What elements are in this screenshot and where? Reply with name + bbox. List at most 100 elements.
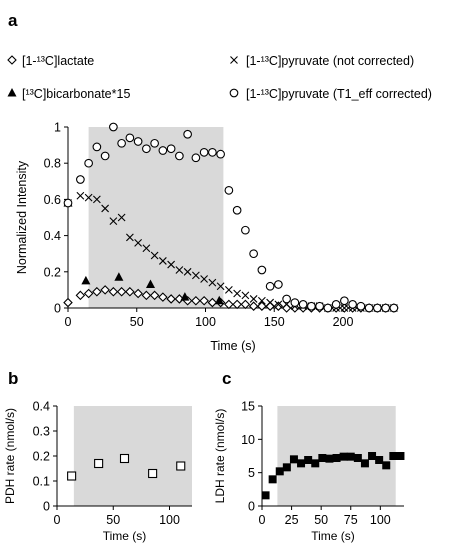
series-0: [261, 452, 405, 500]
data-point: [63, 297, 73, 308]
data-point: [348, 300, 357, 309]
x-axis-label: Time (s): [210, 339, 255, 353]
data-point: [116, 286, 127, 297]
legend-marker-shape: [7, 88, 17, 97]
data-point: [158, 146, 168, 155]
data-point: [311, 459, 320, 468]
data-point: [224, 186, 234, 195]
data-point: [166, 294, 176, 304]
y-tick-label: 0.3: [33, 425, 50, 439]
data-point: [150, 251, 159, 260]
data-point: [134, 238, 143, 247]
data-point: [274, 300, 283, 309]
legend-label-bicarbonate: [¹³C]bicarbonate*15: [22, 87, 130, 101]
chart-b: 0 0.1 0.2 0.3 0.4 0 50 100 Time (s) PDH rate (nmo…: [3, 400, 192, 543]
y-tick-label: 0: [248, 500, 255, 514]
y-tick-label: 0.4: [33, 400, 50, 414]
data-point: [133, 137, 143, 146]
data-point: [282, 463, 291, 472]
data-point: [364, 303, 374, 313]
data-point: [149, 290, 160, 301]
data-point: [92, 286, 102, 297]
y-tick-label: 1: [54, 121, 61, 135]
data-point: [266, 298, 275, 307]
y-tick-label: 0.4: [44, 229, 61, 243]
data-point: [109, 217, 118, 226]
data-point: [109, 122, 118, 132]
data-point: [125, 286, 135, 297]
legend-marker-pyruvate-not-corrected: [230, 56, 238, 64]
data-point: [180, 292, 190, 301]
data-point: [240, 299, 251, 310]
data-point: [389, 452, 398, 460]
data-point: [200, 275, 209, 283]
y-tick-label: 0.6: [44, 193, 61, 207]
data-point: [117, 138, 126, 148]
legend-item-lactate: [1-¹³C]lactate: [7, 54, 94, 68]
legend-label-pyruvate-not-corrected: [1-¹³C]pyruvate (not corrected): [246, 54, 414, 68]
data-point: [100, 285, 110, 295]
data-point: [199, 147, 209, 157]
data-point: [148, 468, 158, 479]
legend-item-pyruvate-corrected: [1-¹³C]pyruvate (T1_eff corrected): [229, 87, 432, 101]
y-tick-label: 0: [43, 500, 50, 514]
data-point: [257, 296, 266, 305]
legend-marker-pyruvate-corrected: [229, 88, 239, 98]
data-point: [166, 144, 176, 154]
data-point: [216, 149, 225, 159]
x-tick-label: 150: [264, 315, 285, 329]
y-tick-label: 10: [241, 433, 255, 447]
x-tick-label: 25: [285, 513, 299, 527]
data-point: [208, 147, 217, 157]
data-point: [167, 260, 176, 269]
x-tick-label: 0: [259, 513, 266, 527]
data-point: [150, 138, 159, 148]
data-point: [274, 280, 283, 289]
data-point: [191, 153, 201, 163]
data-point: [133, 288, 143, 299]
legend-label-lactate: [1-¹³C]lactate: [22, 54, 94, 68]
data-point: [340, 304, 349, 312]
legend-label-pyruvate-corrected: [1-¹³C]pyruvate (T1_eff corrected): [246, 87, 432, 101]
data-point: [208, 278, 217, 287]
data-point: [290, 298, 300, 307]
data-point: [92, 142, 102, 152]
data-point: [207, 297, 218, 308]
data-point: [356, 301, 366, 311]
data-point: [63, 198, 73, 208]
data-point: [216, 282, 225, 291]
data-point: [289, 455, 298, 464]
data-point: [248, 301, 259, 311]
data-point: [389, 303, 399, 313]
data-point: [232, 205, 242, 215]
data-point: [368, 452, 377, 460]
data-point: [281, 303, 292, 313]
data-point: [332, 454, 341, 462]
data-point: [83, 288, 94, 299]
data-point: [257, 301, 267, 311]
data-point: [249, 295, 258, 303]
data-point: [101, 204, 110, 213]
data-point: [81, 275, 91, 285]
data-point: [241, 291, 250, 300]
data-point: [146, 279, 155, 288]
data-point: [84, 158, 93, 168]
x-tick-label: 50: [106, 513, 120, 527]
data-point: [325, 454, 334, 463]
data-point: [249, 249, 258, 259]
x-axis-label: Time (s): [311, 529, 355, 543]
legend-marker-shape: [7, 55, 17, 65]
legend-marker-bicarbonate: [7, 88, 17, 97]
data-point: [108, 286, 119, 297]
panel-label-a: a: [8, 11, 18, 30]
y-tick-label: 0: [54, 302, 61, 316]
data-point: [265, 281, 275, 291]
legend-marker-shape: [229, 88, 239, 98]
data-point: [117, 213, 126, 222]
panel-label-c: c: [222, 369, 231, 388]
y-tick-label: 0.2: [44, 265, 61, 279]
data-point: [381, 303, 390, 313]
data-point: [323, 303, 333, 313]
data-point: [75, 290, 86, 301]
data-point: [176, 461, 186, 471]
